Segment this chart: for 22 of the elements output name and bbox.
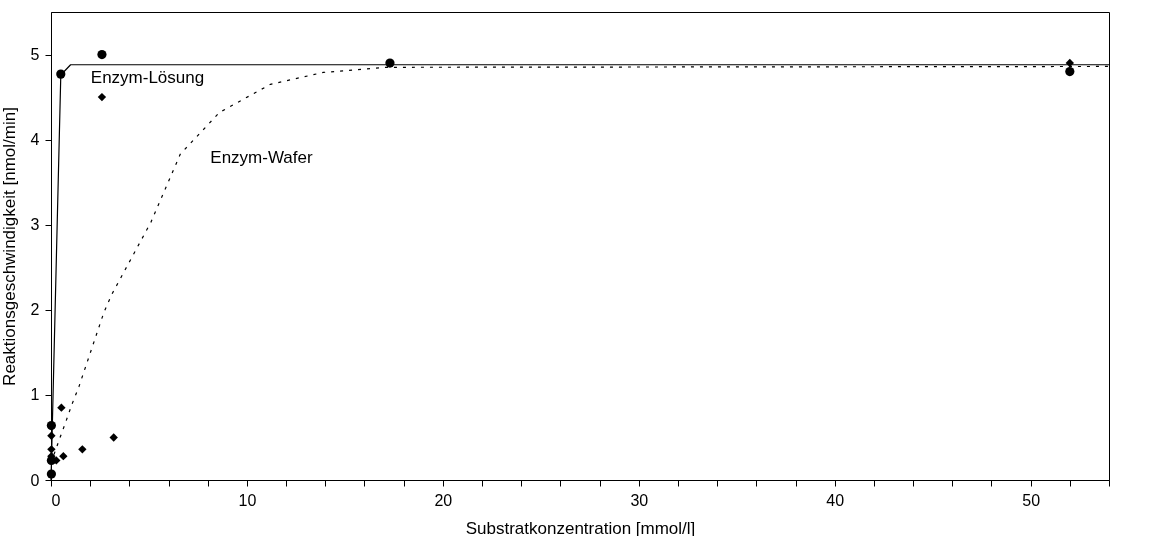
y-tick-label: 4 [30,131,40,149]
point [109,433,118,442]
y-tick-label: 2 [30,301,40,319]
point [97,92,107,102]
x-tick-label: 20 [434,491,453,509]
x-tick-label: 50 [1022,491,1041,509]
x-tick-label: 10 [238,491,257,509]
annotation: Enzym-Wafer [210,148,313,168]
y-axis-title: Reaktionsgeschwindigkeit [nmol/min] [0,107,19,386]
y-tick-label: 5 [30,46,40,64]
x-tick-label: 30 [630,491,649,509]
x-tick-label: 0 [51,491,61,509]
y-tick-label: 1 [30,386,40,404]
point [78,445,87,454]
point [57,403,66,412]
point [59,451,68,461]
point [97,49,107,60]
annotation: Enzym-Lösung [90,68,205,88]
y-tick-label: 0 [30,471,40,489]
x-tick-label: 40 [826,491,845,509]
y-tick-label: 3 [30,216,40,234]
point [1065,66,1075,77]
